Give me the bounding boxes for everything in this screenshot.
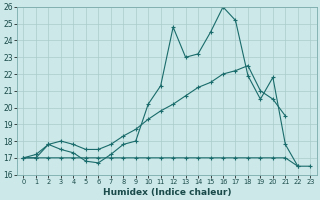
X-axis label: Humidex (Indice chaleur): Humidex (Indice chaleur) bbox=[103, 188, 231, 197]
